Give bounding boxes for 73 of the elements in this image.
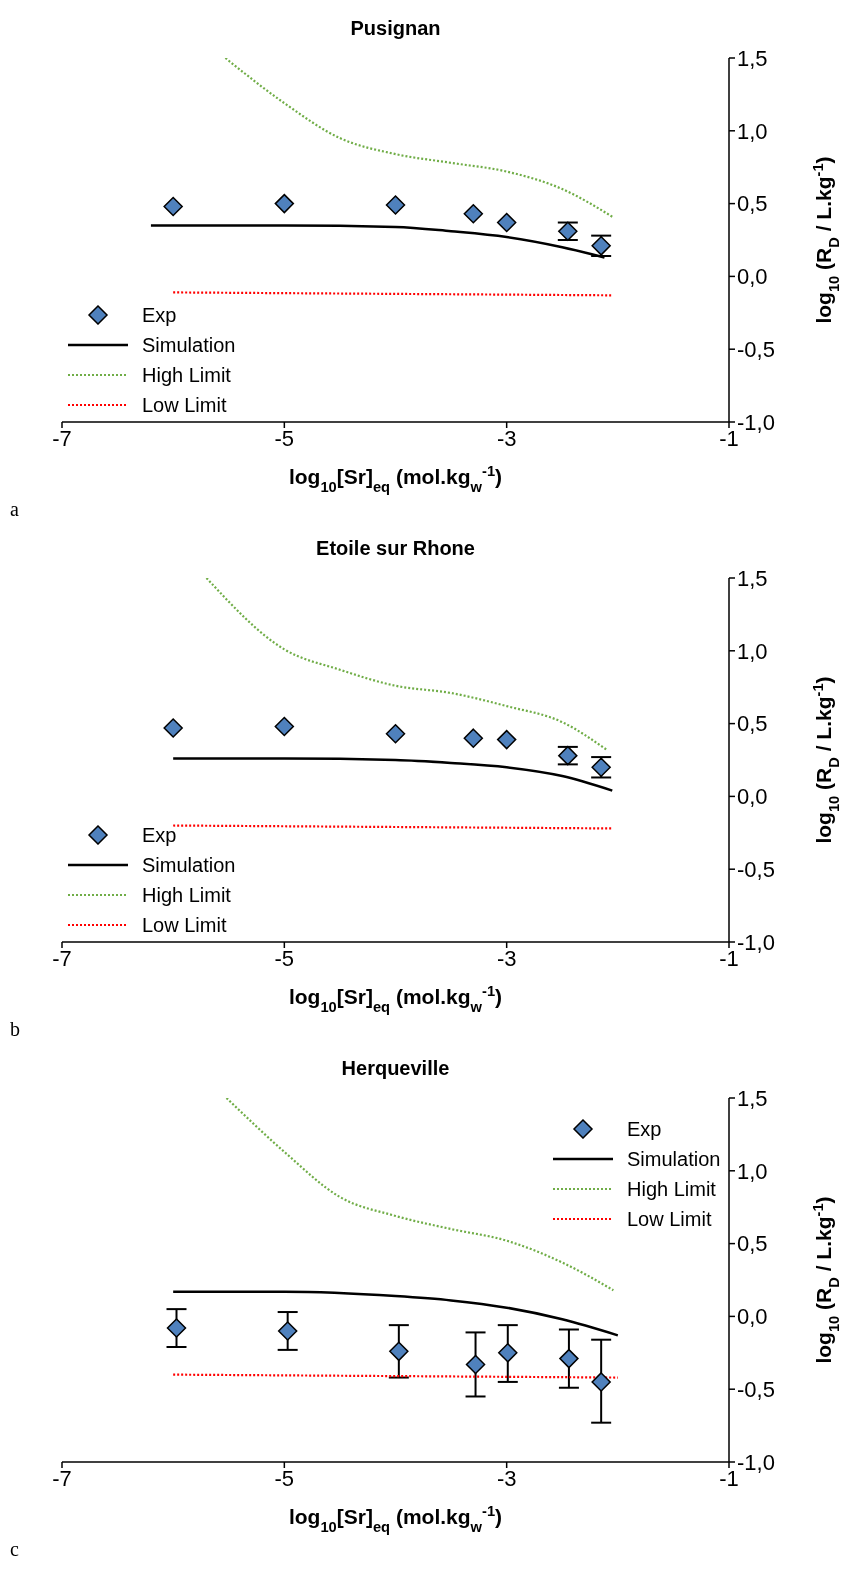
legend-label: Exp [142, 303, 177, 327]
text: b [10, 1018, 20, 1040]
y-tick-label: 0,5 [737, 191, 768, 217]
legend-label: Low Limit [142, 913, 227, 937]
line-series [205, 578, 608, 751]
x-axis-title: log$_{10}$[Sr]$_{eq}$ (mol.kg$_{w}$$^{-1}$) [288, 1503, 503, 1535]
point [163, 718, 183, 738]
x-tick-label: -7 [52, 945, 72, 971]
y-tick-label: 0,0 [737, 1304, 768, 1330]
x-tick-label: -1 [719, 1465, 739, 1491]
y-tick-label: -0,5 [737, 1377, 775, 1403]
y-tick-label: -1,0 [737, 929, 775, 955]
point [463, 204, 484, 224]
legend-label: Exp [142, 823, 177, 847]
chart-title: Etoile sur Rhone [315, 536, 476, 561]
point [274, 716, 295, 737]
y-tick-label: 0,0 [737, 784, 768, 810]
text: c [10, 1538, 19, 1560]
point [274, 193, 295, 214]
y-tick-label: -0,5 [737, 337, 775, 363]
y-tick-label: 0,5 [737, 711, 768, 737]
point [166, 1318, 187, 1338]
legend-label: Low Limit [627, 1207, 712, 1231]
point [385, 724, 406, 744]
legend-label: High Limit [142, 883, 231, 907]
y-tick-label: -1,0 [737, 409, 775, 435]
chart-title: Herqueville [340, 1056, 451, 1081]
point [496, 729, 517, 750]
x-tick-label: -5 [274, 945, 295, 971]
legend-label: Exp [627, 1117, 662, 1141]
point [385, 195, 406, 215]
x-tick-label: -5 [274, 425, 295, 451]
line-series [171, 757, 614, 792]
point [465, 1354, 486, 1375]
x-tick-label: -5 [274, 1465, 295, 1491]
x-axis-title: log$_{10}$[Sr]$_{eq}$ (mol.kg$_{w}$$^{-1}$) [288, 983, 503, 1015]
y-tick-label: -1,0 [737, 1449, 775, 1475]
point [463, 728, 484, 748]
text: a [10, 498, 19, 520]
legend-label: Simulation [142, 853, 236, 877]
legend-label: Simulation [627, 1147, 721, 1171]
x-axis-title: log$_{10}$[Sr]$_{eq}$ (mol.kg$_{w}$$^{-1}$) [288, 463, 503, 495]
y-tick-label: 1,0 [737, 118, 768, 144]
point [389, 1341, 409, 1362]
line-series [171, 1290, 620, 1337]
legend-label: High Limit [627, 1177, 716, 1201]
legend-label: High Limit [142, 363, 231, 387]
x-tick-label: -1 [719, 945, 739, 971]
point [277, 1321, 298, 1341]
point [496, 212, 517, 233]
x-tick-label: -1 [719, 425, 739, 451]
line-series [224, 58, 614, 218]
y-tick-label: 1,5 [737, 565, 768, 591]
y-tick-label: 0,0 [737, 264, 768, 290]
x-tick-label: -3 [496, 945, 517, 971]
y-tick-label: 1,0 [737, 1158, 768, 1184]
legend-label: Low Limit [142, 393, 227, 417]
line-series [225, 1098, 615, 1292]
point [591, 1372, 611, 1392]
y-tick-label: -0,5 [737, 857, 775, 883]
x-tick-label: -3 [496, 1465, 517, 1491]
chart-title: Pusignan [349, 16, 442, 41]
y-tick-label: 1,0 [737, 638, 768, 664]
y-tick-label: 1,5 [737, 1085, 768, 1111]
x-tick-label: -7 [52, 1465, 72, 1491]
y-tick-label: 1,5 [737, 45, 768, 71]
x-tick-label: -3 [496, 425, 517, 451]
point [559, 1348, 579, 1369]
y-tick-label: 0,5 [737, 1231, 768, 1257]
legend-label: Simulation [142, 333, 236, 357]
x-tick-label: -7 [52, 425, 72, 451]
point [498, 1343, 518, 1363]
point [163, 196, 183, 217]
